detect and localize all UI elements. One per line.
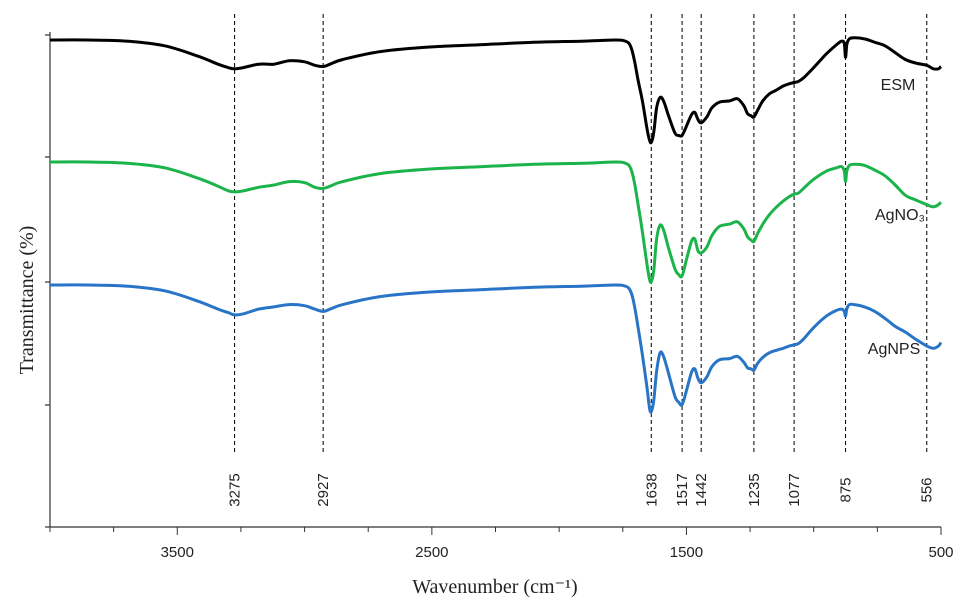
peak-label-2927: 2927 — [315, 473, 332, 506]
x-tick-label: 1500 — [670, 544, 703, 561]
axes: 3500 2500 1500 500 — [45, 32, 954, 561]
series-line-2 — [49, 160, 942, 284]
peak-label-1442: 1442 — [693, 473, 710, 506]
peak-label-1638: 1638 — [643, 473, 660, 506]
peak-label-1235: 1235 — [746, 473, 763, 506]
series-line-3 — [49, 283, 943, 414]
peak-label-1517: 1517 — [674, 473, 691, 506]
x-axis-label: Wavenumber (cm⁻¹) — [412, 576, 577, 598]
peak-label-556: 556 — [919, 477, 936, 502]
y-axis-label: Transmittance (%) — [16, 226, 38, 375]
x-tick-label: 2500 — [415, 544, 448, 561]
x-tick-label: 500 — [928, 544, 953, 561]
peak-label-875: 875 — [838, 477, 855, 502]
labels: Wavenumber (cm⁻¹) Transmittance (%) — [16, 226, 578, 598]
series-layer: ESM AgNO₃ AgNPS — [49, 36, 943, 414]
series-line-1 — [49, 36, 943, 145]
peak-lines: 3275 2927 1638 1517 1442 1235 1077 875 556 — [227, 14, 936, 507]
peak-label-1077: 1077 — [786, 473, 803, 506]
peak-label-3275: 3275 — [227, 473, 244, 506]
series-label-2: AgNO₃ — [875, 207, 925, 224]
series-label-1: ESM — [881, 77, 916, 94]
series-label-3: AgNPS — [868, 341, 920, 358]
x-tick-label: 3500 — [161, 544, 194, 561]
